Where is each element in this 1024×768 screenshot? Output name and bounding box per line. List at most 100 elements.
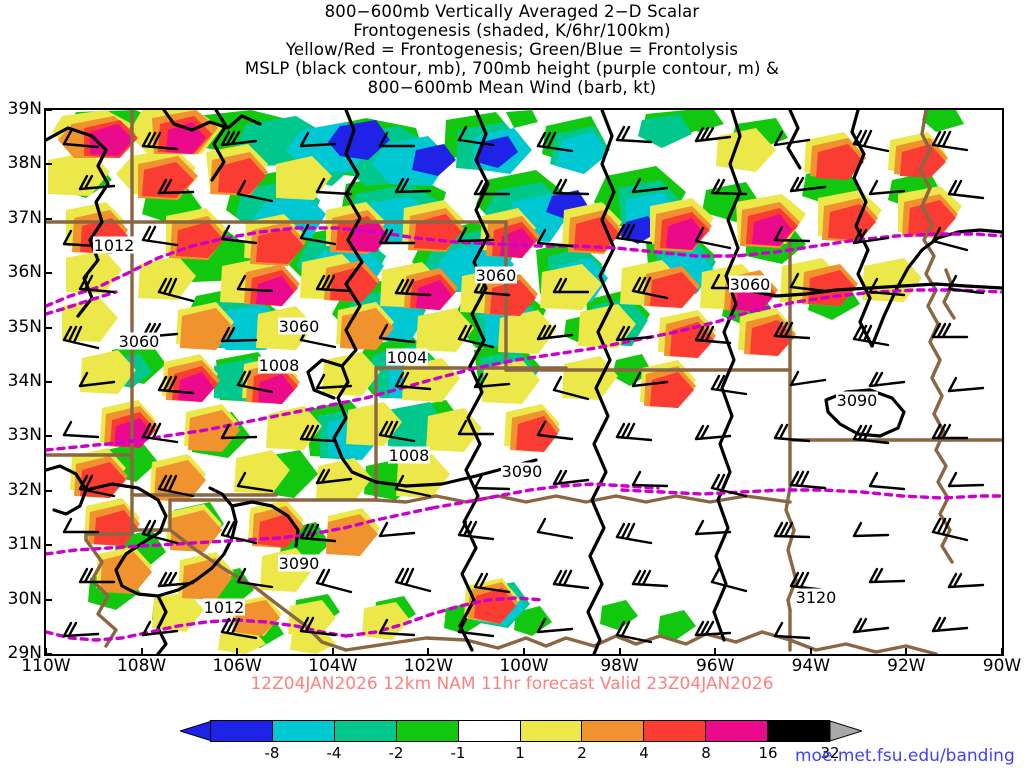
wind-barb [315, 177, 353, 196]
lat-tick-mark [45, 217, 52, 220]
lat-tick-mark [45, 326, 52, 329]
lon-tick-mark [427, 648, 430, 655]
wind-barb [615, 325, 653, 342]
wind-barb [710, 374, 748, 396]
wind-barb [631, 276, 669, 300]
colorbar-tick-label: 8 [701, 744, 711, 762]
mslp-contour-label: 1008 [388, 446, 430, 465]
wind-barb [852, 129, 890, 153]
wind-barb [299, 424, 337, 443]
wind-barb [473, 572, 511, 594]
lat-tick-label: 37N [7, 207, 42, 228]
height-contour-label: 3060 [729, 275, 771, 294]
wind-barb [62, 420, 100, 439]
wind-barb [394, 278, 432, 297]
wind-barb [220, 326, 258, 343]
wind-barb [220, 423, 258, 440]
lat-tick-mark [45, 109, 52, 111]
svg-text:3060: 3060 [730, 275, 771, 294]
wind-barb [536, 131, 574, 153]
wind-barb [947, 572, 985, 589]
wind-barb [852, 617, 890, 634]
colorbar-tick-label: 4 [639, 744, 649, 762]
lon-tick-label: 92W [887, 656, 926, 676]
wind-barb [931, 322, 969, 339]
wind-barb [931, 517, 969, 542]
site-watermark: moe.met.fsu.edu/banding [795, 746, 1015, 766]
lon-tick-mark [714, 648, 717, 655]
wind-barb [536, 517, 574, 540]
title-line-2: Frontogenesis (shaded, K/6hr/100km) [353, 21, 671, 40]
wind-barb [315, 373, 353, 390]
colorbar-segment [396, 721, 459, 741]
wind-barb [299, 223, 337, 246]
wind-barb [457, 324, 495, 349]
colorbar-segments [210, 720, 830, 742]
wind-barb [378, 323, 416, 344]
wind-barb [947, 274, 985, 295]
wind-barb [868, 567, 906, 584]
lon-tick-label: 106W [212, 656, 262, 676]
lon-tick-label: 108W [116, 656, 167, 676]
wind-barb [141, 519, 179, 545]
wind-barb [457, 226, 495, 243]
lon-tick-label: 100W [499, 656, 549, 676]
colorbar-segment [644, 721, 707, 741]
lat-tick-label: 30N [7, 588, 42, 609]
contour-label-layer: 1012 1008 1004 1008 1012 3060 3060 3060 3060 3090… [93, 236, 878, 617]
lon-tick-mark [236, 648, 239, 655]
wind-barb [852, 521, 890, 538]
wind-barb [789, 470, 827, 490]
wind-barb [552, 469, 590, 486]
height-contour-label: 3060 [118, 332, 160, 351]
wind-barb [694, 226, 732, 250]
lon-tick-label: 94W [791, 656, 831, 676]
wind-barb [773, 521, 811, 539]
wind-barb [615, 422, 653, 442]
wind-barb [157, 375, 195, 395]
wind-barb [852, 228, 890, 245]
height-contour-label: 3060 [475, 266, 517, 285]
colorbar-segment [768, 721, 830, 741]
wind-barb [694, 424, 732, 441]
wind-barb [473, 372, 511, 389]
wind-barb [236, 274, 274, 293]
wind-barb [615, 223, 653, 245]
lon-tick-label: 104W [308, 656, 358, 676]
wind-barb [394, 567, 432, 593]
wind-barb [552, 569, 590, 590]
wind-barb [78, 274, 116, 294]
lon-tick-label: 98W [600, 656, 639, 676]
wind-barb [78, 474, 116, 498]
colorbar-under-arrow [180, 720, 212, 742]
lon-tick-label: 110W [21, 656, 71, 676]
lat-tick-mark [45, 163, 52, 166]
wind-barb [220, 617, 258, 640]
colorbar-tick-label: -4 [326, 744, 342, 762]
height-contour-label: 3060 [278, 317, 320, 336]
wind-barb [947, 471, 985, 488]
lon-tick-mark [45, 648, 47, 655]
lon-tick-mark [140, 648, 143, 655]
wind-barb [78, 174, 116, 191]
lat-tick-label: 39N [7, 99, 42, 119]
wind-barb [868, 179, 906, 196]
svg-text:3120: 3120 [796, 588, 837, 607]
wind-barb [773, 621, 811, 640]
wind-barb [773, 423, 811, 443]
height-contour-label: 3090 [501, 462, 543, 481]
wind-barb [789, 176, 827, 193]
wind-barb [473, 473, 511, 491]
colorbar-segment [520, 721, 583, 741]
wind-barb [157, 571, 195, 588]
wind-barb [220, 224, 258, 245]
mslp-contour-label: 1012 [203, 598, 245, 617]
wind-barb [62, 229, 100, 248]
height-contour-label: 3120 [795, 588, 837, 607]
wind-barb [236, 567, 274, 589]
wind-barb [378, 228, 416, 245]
wind-barb [773, 225, 811, 243]
lon-tick-mark [905, 648, 908, 655]
lat-tick-mark [45, 435, 52, 438]
